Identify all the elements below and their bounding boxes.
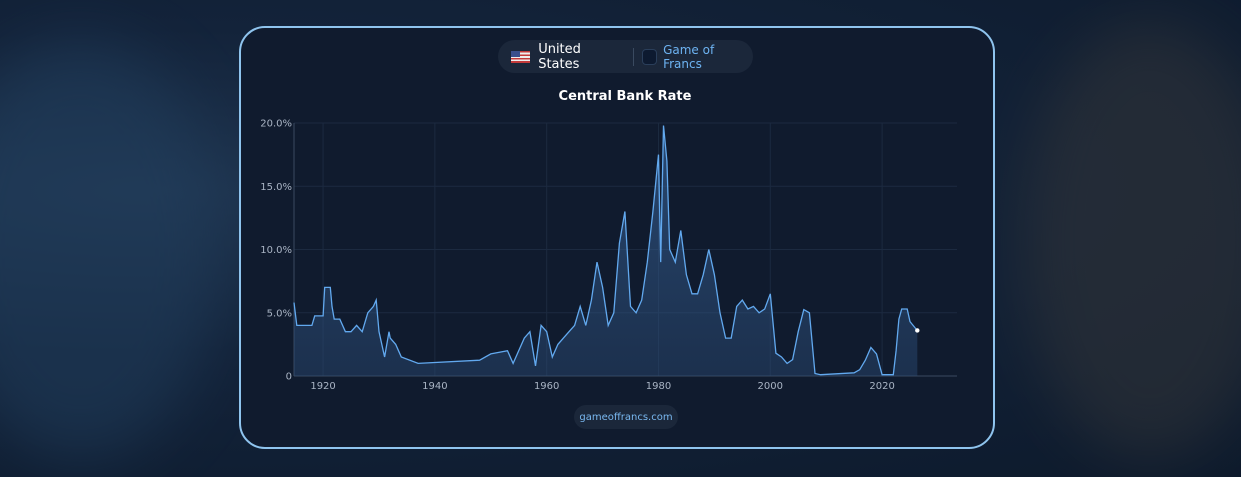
x-tick-label: 1920	[310, 381, 335, 392]
y-tick-label: 0	[286, 372, 292, 383]
country[interactable]: United States	[538, 41, 581, 72]
background-shape	[0, 40, 220, 460]
chart-title: Central Bank Rate	[559, 89, 692, 104]
brand-logo	[641, 48, 658, 65]
y-tick-label: 20.0%	[260, 119, 292, 130]
brand[interactable]: Game of Francs	[663, 42, 715, 71]
y-tick-label: 15.0%	[260, 182, 292, 193]
footer-link[interactable]: gameoffrancs.com	[574, 405, 678, 429]
flag-icon	[511, 50, 531, 63]
x-tick-label: 2020	[869, 381, 894, 392]
chart-card	[239, 26, 995, 449]
x-tick-label: 2000	[758, 381, 783, 392]
x-tick-label: 1960	[534, 381, 559, 392]
background-shape	[1020, 20, 1241, 460]
separator	[632, 47, 634, 66]
line	[293, 125, 918, 376]
area	[294, 125, 918, 376]
x-tick-label: 1980	[646, 381, 671, 392]
x-tick-label: 1940	[422, 381, 447, 392]
end-point	[915, 328, 920, 333]
y-tick-label: 10.0%	[260, 245, 292, 256]
y-tick-label: 5.0%	[267, 308, 292, 319]
selector-pill: United States Game of Francs	[498, 40, 753, 73]
